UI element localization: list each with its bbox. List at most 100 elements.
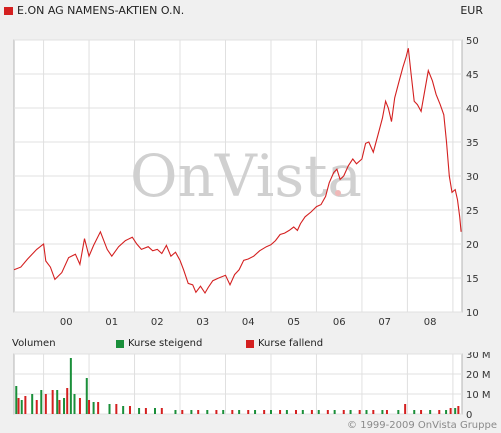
y-tick-label: 20 [466,240,479,251]
x-tick-label: 01 [105,317,118,328]
volume-bar [17,398,20,414]
volume-bar [285,410,288,414]
volume-tick-label: 0 [466,410,472,421]
volume-bar [222,410,225,414]
volume-tick-label: 20 M [466,370,491,381]
legend-falling: Kurse fallend [246,338,323,350]
volume-bar [358,410,361,414]
x-tick-label: 03 [196,317,209,328]
volume-bar [128,406,131,414]
volume-label: Volumen [12,338,56,349]
volume-bar [138,408,141,414]
volume-bar [197,410,200,414]
volume-bar [269,410,272,414]
volume-bar [449,408,452,414]
volume-bar [365,410,368,414]
volume-bar [144,408,147,414]
volume-tick-label: 30 M [466,352,491,361]
volume-bar [40,390,43,414]
volume-bar [181,410,184,414]
chart-title: E.ON AG NAMENS-AKTIEN O.N. [4,4,184,17]
x-tick-label: 02 [151,317,164,328]
volume-bar [97,402,100,414]
y-tick-label: 45 [466,70,479,81]
rising-color-marker [116,340,124,348]
volume-bar [326,410,329,414]
copyright-text: © 1999-2009 OnVista Gruppe [347,420,497,431]
x-tick-label: 00 [60,317,73,328]
volume-bar [342,410,345,414]
currency-label: EUR [460,4,483,17]
volume-bar [454,408,457,414]
volume-bar [263,410,266,414]
volume-bar [404,404,407,414]
y-tick-label: 25 [466,206,479,217]
volume-bar [44,394,47,414]
volume-bar [429,410,432,414]
y-tick-label: 40 [466,104,479,115]
volume-bar [69,358,72,414]
volume-tick-label: 10 M [466,390,491,401]
price-line [13,48,462,295]
volume-bar [24,396,27,414]
volume-bar [231,410,234,414]
volume-bar [115,404,118,414]
volume-bar [238,410,241,414]
x-tick-label: 05 [287,317,300,328]
x-tick-label: 04 [242,317,255,328]
volume-bar [73,394,76,414]
y-tick-label: 10 [466,308,479,319]
volume-bar [333,410,336,414]
volume-bar [122,406,125,414]
volume-bar [301,410,304,414]
volume-bar [420,410,423,414]
legend-rising: Kurse steigend [116,338,202,350]
y-tick-label: 50 [466,36,479,47]
volume-bar [20,400,23,414]
volume-bar [63,398,66,414]
volume-bar [108,404,111,414]
volume-bar [385,410,388,414]
x-tick-label: 06 [333,317,346,328]
volume-bar [317,410,320,414]
title-text: E.ON AG NAMENS-AKTIEN O.N. [17,4,185,17]
volume-chart: 0 10 M 20 M 30 M [13,352,491,421]
y-tick-label: 35 [466,138,479,149]
volume-legend: Volumen Kurse steigend Kurse fallend [0,338,501,352]
falling-color-marker [246,340,254,348]
volume-bar [56,390,59,414]
volume-bar [88,400,91,414]
volume-bar [160,408,163,414]
volume-bar [247,410,250,414]
price-chart: 10 15 20 25 30 35 40 45 50 00 01 02 03 04 05 06 07 08 OnVi… [13,36,479,328]
volume-bar [381,410,384,414]
volume-bar [174,410,177,414]
volume-bar [66,388,69,414]
volume-bar [31,394,34,414]
y-tick-label: 15 [466,274,479,285]
volume-bar [397,410,400,414]
volume-bar [445,410,448,414]
volume-bar [372,410,375,414]
y-tick-label: 30 [466,172,479,183]
volume-bar [92,402,95,414]
volume-bar [438,410,441,414]
volume-bar [153,408,156,414]
x-tick-label: 07 [378,317,391,328]
x-tick-label: 08 [424,317,437,328]
volume-bar [206,410,209,414]
volume-bar [413,410,416,414]
volume-bar [254,410,257,414]
volume-bar [190,410,193,414]
volume-bar [15,386,18,414]
volume-bar [51,390,54,414]
watermark: OnVista [130,142,362,210]
volume-bar [294,410,297,414]
volume-bar [215,410,218,414]
volume-bar [310,410,313,414]
volume-bar [35,400,38,414]
watermark-dot [335,190,341,196]
volume-bar [349,410,352,414]
volume-bar [457,406,460,414]
